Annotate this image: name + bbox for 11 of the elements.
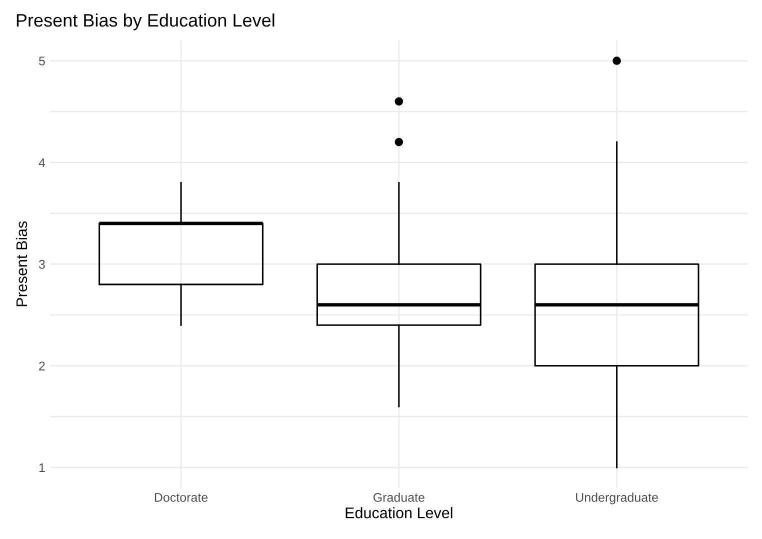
- y-axis-title: Present Bias: [16, 221, 28, 306]
- x-axis-title: Education Level: [346, 507, 452, 518]
- y-tick-label: 4: [38, 158, 46, 167]
- x-tick-label: Undergraduate: [576, 492, 658, 504]
- y-tick-label: 1: [39, 463, 45, 472]
- y-tick-label: 3: [38, 260, 45, 269]
- y-tick-label: 5: [38, 56, 45, 66]
- x-tick-label: Doctorate: [154, 493, 208, 502]
- y-tick-label: 2: [39, 362, 45, 370]
- chart-title: Present Bias by Education Level: [16, 13, 274, 30]
- x-tick-label: Graduate: [373, 492, 424, 502]
